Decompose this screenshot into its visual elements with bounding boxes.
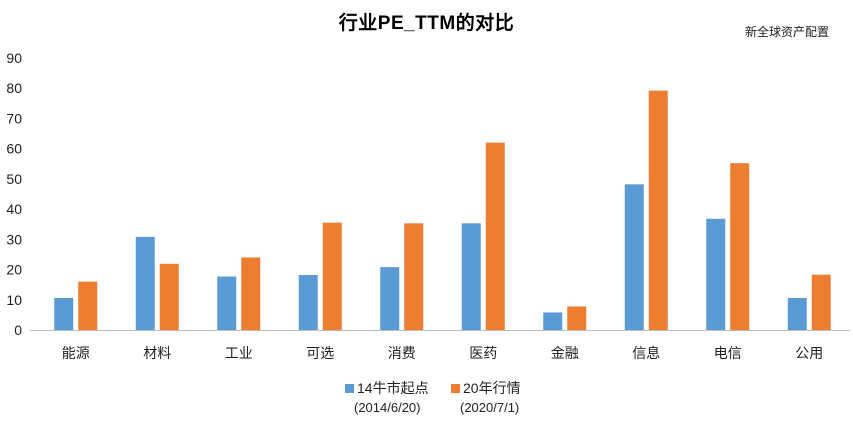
y-tick-label: 90 [6, 50, 22, 66]
x-category-label: 能源 [62, 345, 90, 361]
y-tick-label: 50 [6, 171, 22, 187]
legend-item-series-1: 14牛市起点 (2014/6/20) [345, 378, 429, 415]
legend-item-series-2: 20年行情 (2020/7/1) [451, 378, 521, 415]
legend-date-series-2: (2020/7/1) [460, 400, 520, 415]
y-tick-label: 30 [6, 231, 22, 247]
bar-series-1-category-2 [135, 236, 155, 330]
y-tick-label: 60 [6, 141, 22, 157]
bar-series-2-category-1 [78, 281, 98, 330]
x-category-label: 消费 [388, 345, 416, 361]
legend-label-series-2: 20年行情 [463, 380, 521, 396]
bar-series-1-category-3 [217, 276, 237, 330]
bar-series-1-category-5 [380, 267, 400, 330]
legend-swatch-series-2 [451, 383, 460, 393]
legend-swatch-series-1 [345, 383, 354, 393]
bar-series-1-category-8 [624, 184, 644, 330]
x-category-label: 材料 [143, 345, 171, 361]
bar-series-1-category-4 [298, 274, 318, 330]
bar-series-2-category-6 [485, 142, 505, 330]
bar-series-1-category-7 [543, 312, 563, 330]
bar-series-2-category-8 [648, 90, 668, 330]
bar-series-2-category-4 [322, 222, 342, 330]
bar-series-2-category-3 [241, 257, 261, 330]
bar-series-2-category-2 [159, 263, 179, 330]
y-tick-label: 20 [6, 262, 22, 278]
bar-series-1-category-9 [706, 218, 726, 330]
x-category-label: 金融 [551, 345, 579, 361]
legend-label-series-1: 14牛市起点 [357, 380, 429, 396]
bar-series-1-category-6 [461, 223, 481, 330]
y-tick-label: 80 [6, 80, 22, 96]
y-tick-label: 70 [6, 110, 22, 126]
bar-series-2-category-5 [404, 223, 424, 330]
x-category-label: 工业 [225, 345, 253, 361]
bar-series-2-category-9 [730, 163, 750, 330]
bar-series-1-category-10 [787, 297, 807, 330]
y-tick-label: 0 [14, 322, 22, 338]
x-category-label: 医药 [469, 345, 497, 361]
x-category-label: 可选 [306, 345, 334, 361]
y-tick-label: 40 [6, 201, 22, 217]
bar-series-2-category-7 [567, 306, 587, 330]
y-tick-label: 10 [6, 292, 22, 308]
source-label: 新全球资产配置 [744, 25, 829, 39]
chart-title: 行业PE_TTM的对比 [338, 13, 515, 34]
bar-series-2-category-10 [811, 274, 831, 330]
bar-series-1-category-1 [54, 297, 74, 330]
legend-date-series-1: (2014/6/20) [354, 400, 421, 415]
x-category-label: 信息 [632, 345, 660, 361]
x-category-label: 电信 [714, 345, 742, 361]
x-category-label: 公用 [795, 345, 823, 361]
